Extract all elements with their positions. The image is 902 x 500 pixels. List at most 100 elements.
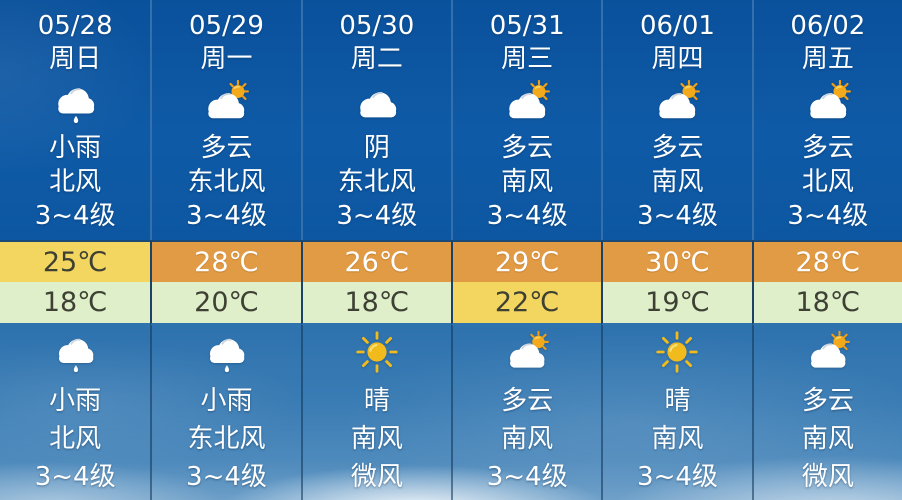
night-wind-direction-label: 南风 — [501, 424, 554, 454]
low-temperature-cell: 20℃ — [150, 282, 301, 325]
day-wind-direction-label: 北风 — [49, 167, 102, 197]
day-wind-power-label: 3~4级 — [637, 201, 718, 231]
date-label: 05/29 — [189, 11, 264, 41]
high-temperature-value: 25℃ — [42, 246, 108, 278]
day-forecast-section: 06/02 周五 多云 北风 3~4级 — [751, 0, 902, 240]
forecast-day-column: 05/30 周二 阴 东北风 3~4级 26℃ 18℃ 晴 南风 微风 — [300, 0, 451, 500]
date-label: 05/28 — [37, 11, 113, 41]
night-wind-direction-label: 东北风 — [187, 424, 266, 454]
date-label: 06/01 — [640, 11, 715, 41]
night-condition-label: 多云 — [501, 386, 554, 416]
light-rain-icon — [204, 330, 248, 374]
night-wind-direction-label: 北风 — [49, 424, 102, 454]
high-temperature-value: 29℃ — [494, 246, 560, 278]
day-wind-direction-label: 东北风 — [337, 167, 416, 197]
overcast-icon — [354, 79, 400, 125]
partly-cloudy-icon — [504, 79, 551, 125]
low-temperature-value: 18℃ — [344, 287, 410, 318]
night-wind-power-label: 3~4级 — [637, 462, 718, 492]
night-condition-label: 晴 — [363, 386, 390, 416]
day-wind-power-label: 3~4级 — [787, 201, 869, 231]
night-forecast-section: 多云 南风 3~4级 — [450, 325, 601, 500]
night-wind-direction-label: 南风 — [801, 424, 854, 454]
day-condition-label: 多云 — [651, 133, 704, 163]
low-temperature-cell: 22℃ — [450, 282, 602, 325]
weekday-label: 周三 — [501, 44, 554, 74]
forecast-day-column: 06/02 周五 多云 北风 3~4级 28℃ 18℃ 多云 南风 微风 — [751, 0, 902, 500]
weekday-label: 周日 — [49, 44, 102, 74]
night-wind-direction-label: 南风 — [350, 424, 403, 454]
night-forecast-section: 晴 南风 3~4级 — [601, 325, 751, 500]
high-temperature-value: 30℃ — [645, 246, 710, 278]
weekday-label: 周一 — [200, 44, 253, 74]
forecast-day-column: 06/01 周四 多云 南风 3~4级 30℃ 19℃ 晴 南风 3~4级 — [601, 0, 752, 500]
day-wind-direction-label: 北风 — [801, 167, 854, 197]
low-temperature-cell: 19℃ — [601, 282, 752, 325]
night-wind-power-label: 3~4级 — [34, 462, 116, 492]
day-wind-direction-label: 南风 — [501, 167, 554, 197]
forecast-day-column: 05/31 周三 多云 南风 3~4级 29℃ 22℃ 多云 南风 3~4级 — [450, 0, 602, 500]
low-temperature-value: 20℃ — [194, 287, 259, 318]
forecast-day-column: 05/29 周一 多云 东北风 3~4级 28℃ 20℃ 小雨 东北风 3~4级 — [150, 0, 301, 500]
day-wind-power-label: 3~4级 — [186, 201, 267, 231]
night-forecast-section: 小雨 北风 3~4级 — [0, 325, 150, 500]
day-condition-label: 小雨 — [49, 133, 102, 163]
high-temperature-cell: 28℃ — [751, 240, 902, 282]
partly-cloudy-icon — [203, 79, 250, 125]
day-wind-direction-label: 东北风 — [187, 167, 266, 197]
high-temperature-cell: 30℃ — [601, 240, 752, 282]
low-temperature-value: 19℃ — [645, 287, 710, 318]
day-wind-power-label: 3~4级 — [336, 201, 418, 231]
high-temperature-value: 28℃ — [795, 246, 861, 278]
night-forecast-section: 小雨 东北风 3~4级 — [150, 325, 300, 500]
night-forecast-section: 多云 南风 微风 — [751, 325, 902, 500]
night-forecast-section: 晴 南风 微风 — [300, 325, 451, 500]
night-wind-power-label: 3~4级 — [186, 462, 267, 492]
high-temperature-cell: 26℃ — [300, 240, 451, 282]
day-condition-label: 多云 — [200, 133, 253, 163]
night-condition-label: 小雨 — [200, 386, 253, 416]
date-label: 06/02 — [790, 11, 866, 41]
day-forecast-section: 06/01 周四 多云 南风 3~4级 — [601, 0, 751, 240]
date-label: 05/31 — [489, 11, 565, 41]
weekday-label: 周四 — [651, 44, 704, 74]
day-forecast-section: 05/29 周一 多云 东北风 3~4级 — [150, 0, 300, 240]
night-condition-label: 晴 — [664, 386, 691, 416]
day-wind-power-label: 3~4级 — [34, 201, 116, 231]
low-temperature-cell: 18℃ — [0, 282, 151, 325]
day-forecast-section: 05/31 周三 多云 南风 3~4级 — [450, 0, 601, 240]
low-temperature-value: 18℃ — [795, 287, 861, 318]
partly-cloudy-icon — [505, 330, 550, 374]
high-temperature-cell: 28℃ — [150, 240, 301, 282]
day-condition-label: 多云 — [501, 133, 554, 163]
high-temperature-value: 28℃ — [194, 246, 259, 278]
night-wind-power-label: 微风 — [801, 462, 854, 492]
partly-cloudy-icon — [805, 79, 851, 125]
low-temperature-cell: 18℃ — [300, 282, 451, 325]
low-temperature-cell: 18℃ — [751, 282, 902, 325]
night-condition-label: 多云 — [801, 386, 854, 416]
day-condition-label: 阴 — [363, 133, 390, 163]
partly-cloudy-icon — [806, 330, 850, 374]
day-forecast-section: 05/30 周二 阴 东北风 3~4级 — [300, 0, 451, 240]
high-temperature-value: 26℃ — [344, 246, 410, 278]
high-temperature-cell: 29℃ — [450, 240, 602, 282]
day-forecast-section: 05/28 周日 小雨 北风 3~4级 — [0, 0, 150, 240]
high-temperature-cell: 25℃ — [0, 240, 151, 282]
light-rain-icon — [53, 330, 97, 374]
date-label: 05/30 — [339, 11, 415, 41]
day-wind-direction-label: 南风 — [651, 167, 704, 197]
night-wind-power-label: 3~4级 — [486, 462, 568, 492]
low-temperature-value: 18℃ — [42, 287, 108, 318]
partly-cloudy-icon — [654, 79, 701, 125]
night-wind-direction-label: 南风 — [651, 424, 704, 454]
night-condition-label: 小雨 — [49, 386, 102, 416]
forecast-day-column: 05/28 周日 小雨 北风 3~4级 25℃ 18℃ 小雨 北风 3~4级 — [0, 0, 151, 500]
sunny-icon — [655, 330, 699, 374]
night-wind-power-label: 微风 — [350, 462, 403, 492]
sunny-icon — [355, 330, 399, 374]
light-rain-icon — [52, 79, 98, 125]
weekday-label: 周五 — [801, 44, 854, 74]
